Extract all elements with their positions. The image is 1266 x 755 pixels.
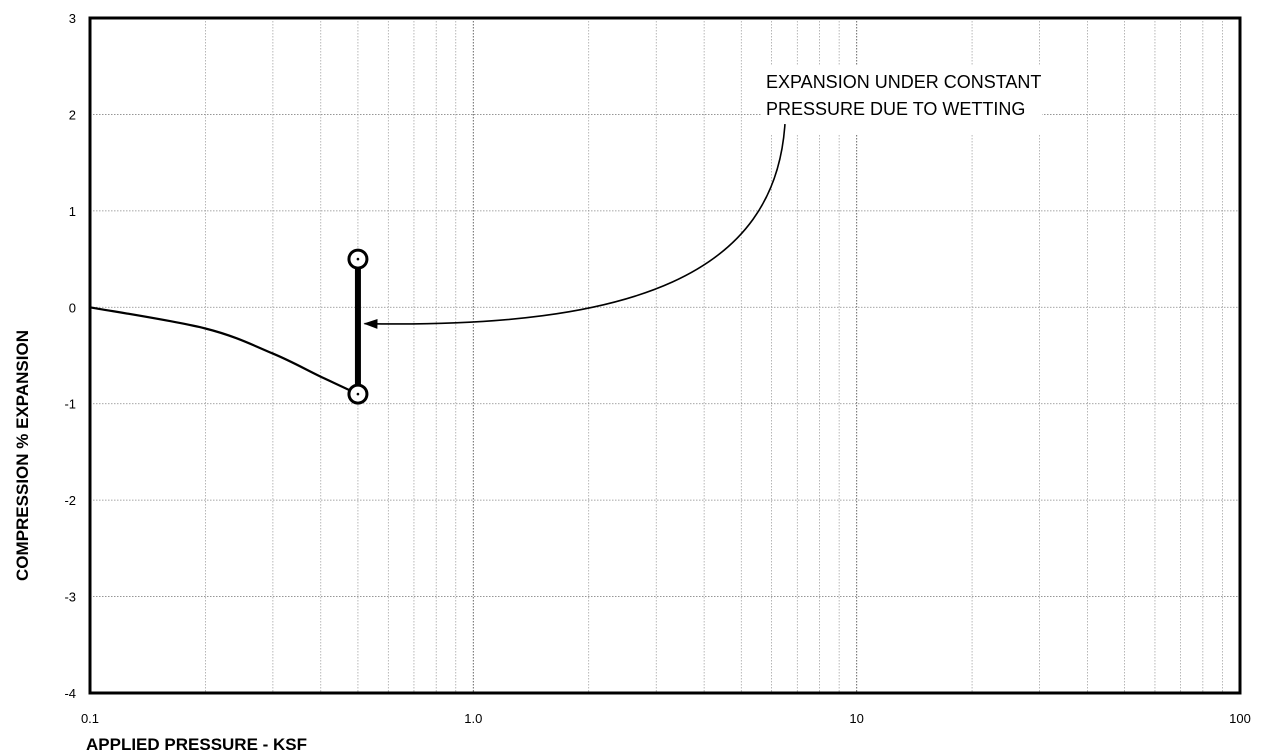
- y-tick-label: 2: [69, 107, 76, 122]
- annotation-text: EXPANSION UNDER CONSTANT: [766, 72, 1041, 92]
- y-tick-label: 0: [69, 300, 76, 315]
- annotation-arrow: [363, 124, 786, 329]
- annotations: EXPANSION UNDER CONSTANT PRESSURE DUE TO …: [363, 66, 1042, 329]
- grid: [90, 18, 1240, 693]
- x-axis-title: APPLIED PRESSURE - KSF: [86, 735, 307, 754]
- data-point-center: [356, 257, 360, 261]
- y-tick-label: -4: [64, 686, 76, 701]
- x-tick-label: 100: [1229, 711, 1251, 726]
- x-tick-label: 0.1: [81, 711, 99, 726]
- x-tick-label: 1.0: [464, 711, 482, 726]
- y-tick-label: 3: [69, 11, 76, 26]
- x-tick-label: 10: [849, 711, 863, 726]
- y-axis-title: COMPRESSION % EXPANSION: [13, 330, 32, 581]
- plot-frame: [88, 16, 1242, 695]
- annotation-background: [762, 66, 1042, 134]
- series: [89, 248, 369, 405]
- loading-curve-line: [89, 306, 359, 396]
- y-tick-label: 1: [69, 204, 76, 219]
- annotation-text: PRESSURE DUE TO WETTING: [766, 99, 1025, 119]
- y-tick-label: -1: [64, 397, 76, 412]
- y-tick-label: -3: [64, 590, 76, 605]
- y-tick-label: -2: [64, 493, 76, 508]
- data-point-center: [356, 392, 360, 396]
